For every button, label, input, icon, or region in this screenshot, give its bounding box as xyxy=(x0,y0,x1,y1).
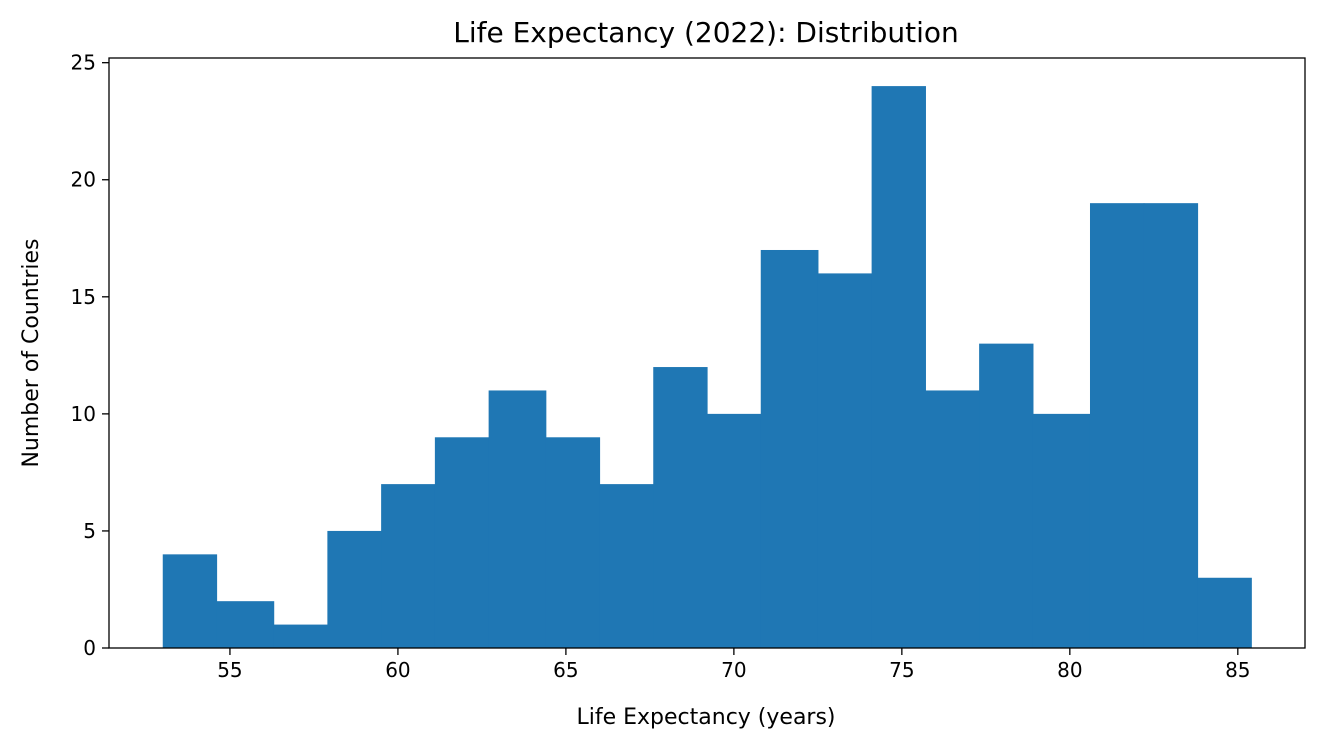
x-tick-label: 80 xyxy=(1057,658,1082,682)
histogram-bar-17 xyxy=(1032,413,1091,648)
plot-frame xyxy=(108,57,1306,649)
histogram-bar-15 xyxy=(925,390,980,648)
y-tick-label: 5 xyxy=(83,519,96,543)
histogram-bar-18 xyxy=(1089,203,1145,648)
histogram-bar-13 xyxy=(817,273,873,648)
x-axis-label: Life Expectancy (years) xyxy=(576,705,835,730)
x-tick-label: 75 xyxy=(889,658,914,682)
y-tick-label: 15 xyxy=(71,285,96,309)
x-tick-label: 60 xyxy=(385,658,410,682)
histogram-bar-12 xyxy=(760,249,819,648)
x-axis-ticks: 55 60 65 70 75 80 85 xyxy=(217,648,1251,682)
y-tick-label: 25 xyxy=(71,51,96,75)
histogram-bar-4 xyxy=(327,530,382,648)
y-tick-label: 20 xyxy=(71,168,96,192)
histogram-bar-7 xyxy=(488,390,547,648)
x-tick-label: 65 xyxy=(553,658,578,682)
histogram-bar-11 xyxy=(707,413,762,648)
histogram-bar-9 xyxy=(599,484,654,648)
y-axis-ticks: 0 5 10 15 20 25 xyxy=(71,51,109,660)
histogram-bar-10 xyxy=(653,367,708,648)
histogram-bar-2 xyxy=(216,601,275,648)
x-tick-label: 70 xyxy=(721,658,746,682)
bars-group xyxy=(162,86,1252,649)
y-axis-label: Number of Countries xyxy=(19,238,44,467)
histogram-bar-5 xyxy=(381,484,436,648)
histogram-bar-19 xyxy=(1143,203,1199,648)
x-tick-label: 55 xyxy=(217,658,242,682)
histogram-bar-8 xyxy=(545,437,601,648)
y-tick-label: 0 xyxy=(83,636,96,660)
chart-title: Life Expectancy (2022): Distribution xyxy=(453,16,959,49)
histogram-bar-6 xyxy=(434,437,490,648)
histogram-bar-1 xyxy=(162,554,218,648)
x-tick-label: 85 xyxy=(1225,658,1250,682)
histogram-bar-16 xyxy=(979,343,1034,648)
y-tick-label: 10 xyxy=(71,402,96,426)
histogram-bar-20 xyxy=(1197,577,1252,648)
histogram-bar-3 xyxy=(273,624,328,648)
histogram-bar-14 xyxy=(871,86,926,649)
